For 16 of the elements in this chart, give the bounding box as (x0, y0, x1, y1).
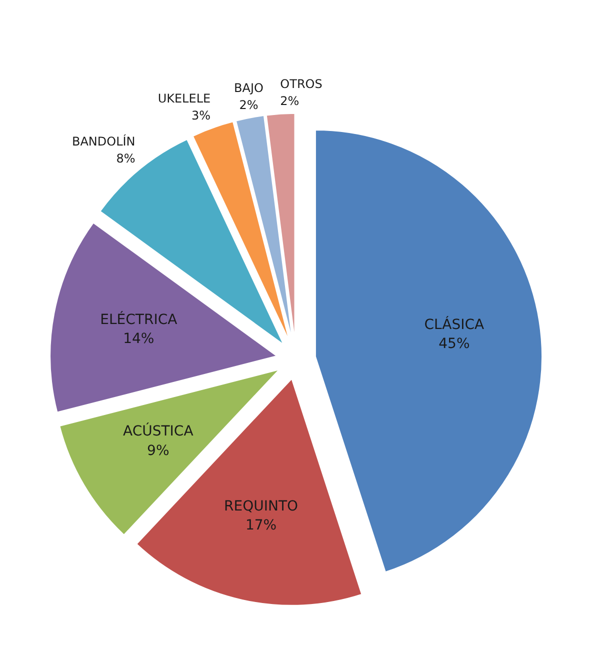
slice-label: BANDOLÍN (72, 134, 136, 149)
data-label: 9% (147, 442, 170, 459)
data-label: 2% (239, 98, 258, 112)
slice-label: CLÁSICA (424, 316, 485, 333)
slice-label: ELÉCTRICA (100, 311, 178, 328)
data-label: 17% (246, 518, 277, 534)
data-label: 8% (116, 151, 136, 166)
data-label: 3% (192, 108, 211, 122)
slice-label: OTROS (280, 77, 322, 92)
data-label: 45% (438, 336, 470, 352)
slice-label: REQUINTO (224, 498, 298, 514)
data-label: 14% (123, 331, 154, 348)
slice-label: ACÚSTICA (123, 422, 194, 440)
slice-label: UKELELE (158, 92, 211, 106)
slice-label: BAJO (234, 81, 264, 96)
data-label: 2% (280, 94, 300, 108)
